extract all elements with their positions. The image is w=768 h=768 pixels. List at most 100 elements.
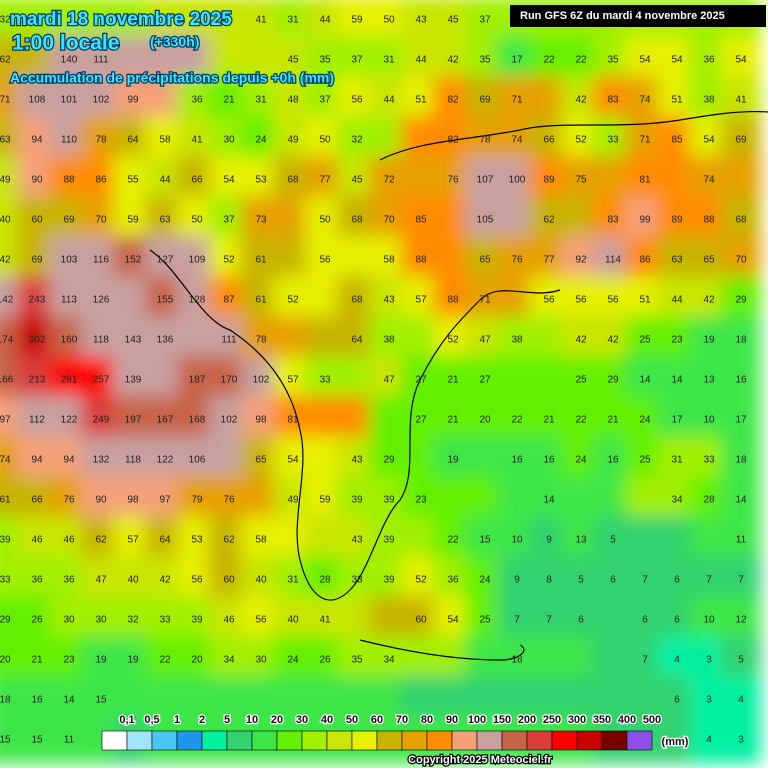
grid-value: 58 [159, 135, 171, 146]
grid-value: 70 [95, 215, 107, 226]
grid-value: 18 [735, 455, 747, 466]
grid-value: 3 [706, 695, 712, 706]
grid-value: 101 [61, 95, 78, 106]
grid-value: 39 [383, 575, 395, 586]
grid-value: 54 [287, 455, 299, 466]
grid-value: 21 [223, 95, 235, 106]
grid-value: 25 [639, 455, 651, 466]
grid-value: 68 [287, 175, 299, 186]
grid-value: 14 [639, 375, 651, 386]
grid-value: 102 [93, 95, 110, 106]
grid-value: 88 [703, 215, 715, 226]
grid-value: 26 [319, 655, 331, 666]
legend-unit: (mm) [662, 736, 689, 748]
grid-value: 5 [578, 575, 584, 586]
grid-value: 118 [125, 455, 141, 466]
grid-value: 20 [191, 655, 203, 666]
grid-value: 68 [351, 295, 363, 306]
grid-value: 36 [703, 55, 715, 66]
grid-value: 97 [0, 415, 11, 426]
grid-value: 66 [191, 175, 203, 186]
grid-value: 62 [0, 55, 11, 66]
grid-value: 113 [61, 295, 77, 306]
grid-value: 166 [0, 375, 14, 386]
grid-value: 102 [221, 415, 238, 426]
coastlines [149, 110, 768, 661]
grid-value: 23 [671, 335, 683, 346]
grid-value: 7 [642, 655, 648, 666]
grid-value: 22 [575, 55, 587, 66]
grid-value: 99 [127, 95, 139, 106]
grid-value: 63 [671, 255, 683, 266]
grid-value: 30 [63, 615, 75, 626]
grid-value: 39 [383, 535, 395, 546]
grid-value: 7 [546, 615, 552, 626]
grid-value: 111 [93, 55, 109, 66]
grid-value: 53 [191, 535, 203, 546]
offset: (+330h) [150, 34, 199, 50]
grid-value: 31 [255, 95, 267, 106]
grid-value: 107 [477, 175, 494, 186]
grid-value: 42 [575, 335, 587, 346]
grid-value: 122 [61, 415, 78, 426]
grid-value: 281 [61, 375, 78, 386]
grid-value: 103 [61, 255, 78, 266]
grid-value: 15 [0, 735, 11, 746]
grid-value: 77 [543, 255, 555, 266]
legend-swatch [551, 730, 578, 751]
grid-value: 66 [543, 135, 555, 146]
grid-value: 4 [706, 735, 712, 746]
grid-value: 13 [575, 535, 587, 546]
grid-value: 41 [191, 135, 203, 146]
grid-value: 68 [351, 215, 363, 226]
grid-value: 44 [671, 295, 683, 306]
grid-value: 89 [543, 175, 555, 186]
grid-value: 127 [157, 255, 174, 266]
grid-value: 65 [479, 255, 491, 266]
grid-value: 50 [319, 135, 331, 146]
grid-value: 100 [509, 175, 526, 186]
grid-value: 74 [0, 455, 11, 466]
grid-value: 155 [157, 295, 174, 306]
legend-label: 100 [468, 714, 486, 726]
grid-value: 54 [703, 135, 715, 146]
grid-value: 44 [383, 95, 395, 106]
grid-value: 86 [639, 255, 651, 266]
legend-label: 50 [346, 714, 358, 726]
legend-swatch [601, 730, 628, 751]
legend-swatch [151, 730, 178, 751]
legend-label: 500 [643, 714, 661, 726]
grid-value: 41 [255, 15, 267, 26]
grid-value: 7 [706, 575, 712, 586]
grid-value: 83 [607, 215, 619, 226]
grid-value: 43 [415, 15, 427, 26]
grid-value: 105 [477, 215, 494, 226]
grid-value: 39 [0, 535, 11, 546]
grid-value: 7 [642, 575, 648, 586]
grid-value: 81 [639, 175, 651, 186]
grid-value: 52 [575, 135, 587, 146]
grid-value: 106 [189, 455, 206, 466]
grid-value: 99 [639, 215, 651, 226]
grid-value: 51 [639, 295, 651, 306]
grid-value: 52 [223, 255, 235, 266]
grid-value: 21 [447, 415, 459, 426]
grid-value: 70 [383, 215, 395, 226]
grid-value: 35 [351, 655, 363, 666]
grid-value: 24 [287, 655, 299, 666]
legend-swatch [276, 730, 303, 751]
legend-label: 70 [396, 714, 408, 726]
grid-value: 27 [415, 375, 427, 386]
grid-value: 35 [607, 55, 619, 66]
run-box [510, 5, 766, 27]
grid-value: 32 [351, 135, 363, 146]
grid-value: 114 [605, 255, 621, 266]
grid-value: 4 [738, 695, 744, 706]
grid-value: 15 [479, 535, 491, 546]
grid-value: 51 [671, 95, 683, 106]
grid-value: 18 [0, 695, 11, 706]
grid-value: 75 [575, 175, 587, 186]
grid-value: 60 [415, 615, 427, 626]
grid-value: 57 [415, 295, 427, 306]
grid-value: 54 [735, 55, 747, 66]
